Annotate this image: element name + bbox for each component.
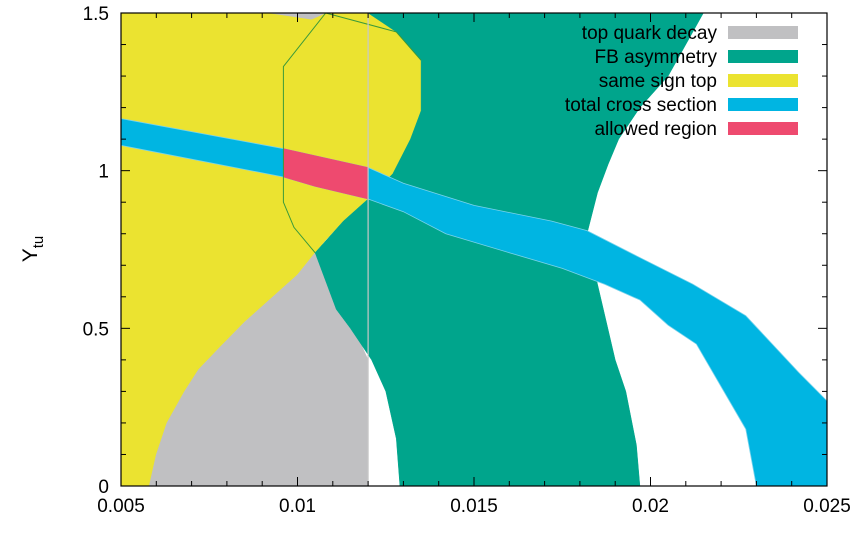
x-tick-label: 0.01: [279, 496, 316, 517]
legend-label-top-quark-decay: top quark decay: [582, 23, 718, 44]
tick-layer: 0.005 0.01 0.015 0.02 0.025 0 0.5 1 1.5: [83, 4, 851, 517]
legend-swatch-top-quark-decay: [728, 26, 798, 39]
legend-label-allowed-region: allowed region: [594, 119, 717, 140]
legend-label-fb-asymmetry: FB asymmetry: [595, 47, 718, 68]
legend-label-total-cross-section: total cross section: [565, 95, 717, 116]
y-tick-label: 1: [98, 162, 109, 183]
y-axis-title-main: Y: [19, 248, 42, 262]
y-tick-label: 0.5: [83, 319, 109, 340]
y-tick-label: 0: [98, 477, 109, 498]
outline-curve-1: [282, 13, 327, 254]
region-total-cross-section: [121, 118, 827, 486]
legend-swatch-total-cross-section: [728, 98, 798, 111]
x-tick-label: 0.005: [97, 496, 145, 517]
x-tick-label: 0.015: [450, 496, 498, 517]
x-tick-label: 0.02: [632, 496, 669, 517]
legend-swatch-same-sign-top: [728, 74, 798, 87]
legend-swatch-fb-asymmetry: [728, 50, 798, 63]
legend-label-same-sign-top: same sign top: [599, 71, 717, 92]
legend: top quark decay FB asymmetry same sign top…: [565, 23, 798, 140]
legend-swatch-allowed-region: [728, 122, 798, 135]
y-tick-label: 1.5: [83, 4, 109, 25]
x-tick-label: 0.025: [803, 496, 851, 517]
outline-layer: [282, 13, 422, 254]
y-axis-title: Ytu: [19, 236, 47, 263]
region-top-quark-decay: [148, 252, 369, 486]
outline-curve-2: [325, 13, 422, 61]
y-axis-title-sub: tu: [30, 236, 47, 249]
region-layer: [121, 13, 827, 486]
